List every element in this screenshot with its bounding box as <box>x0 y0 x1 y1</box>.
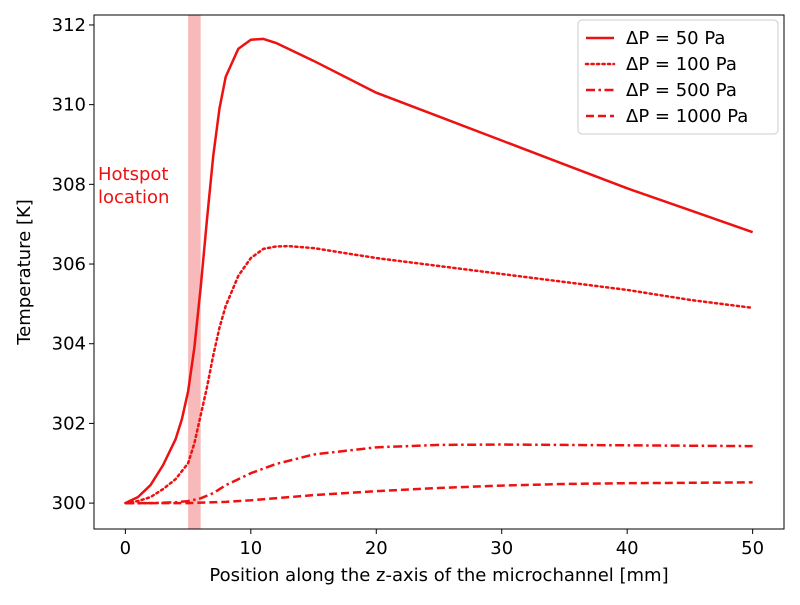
x-tick-label: 20 <box>365 538 388 559</box>
y-tick-label: 300 <box>52 493 86 514</box>
y-tick-label: 306 <box>52 254 86 275</box>
y-tick-label: 312 <box>52 15 86 36</box>
x-tick-label: 30 <box>490 538 513 559</box>
legend-label: ΔP = 50 Pa <box>626 28 725 49</box>
y-axis-label: Temperature [K] <box>14 199 35 346</box>
plot-frame <box>93 14 785 530</box>
series-line <box>125 481 753 505</box>
legend-label: ΔP = 500 Pa <box>626 80 737 101</box>
x-tick-label: 50 <box>741 538 764 559</box>
legend-label: ΔP = 100 Pa <box>626 54 737 75</box>
legend-frame <box>577 19 779 135</box>
legend: ΔP = 50 Pa ΔP = 100 Pa ΔP = 500 Pa ΔP = 100… <box>577 19 779 135</box>
hotspot-band <box>188 15 201 529</box>
x-tick-label: 40 <box>616 538 639 559</box>
legend-label: ΔP = 1000 Pa <box>626 106 748 127</box>
y-tick-label: 304 <box>52 334 86 355</box>
ticks-layer: 0 10 20 30 40 50 300 302 304 306 308 310 312 <box>52 15 764 559</box>
x-tick-label: 10 <box>239 538 262 559</box>
x-tick-label: 0 <box>120 538 131 559</box>
y-tick-label: 310 <box>52 95 86 116</box>
hotspot-annotation: Hotspot location <box>98 164 169 208</box>
series-line <box>124 37 754 505</box>
x-axis-label: Position along the z-axis of the microch… <box>209 565 668 586</box>
y-tick-label: 302 <box>52 413 86 434</box>
series-line <box>125 443 753 505</box>
hotspot-band-layer <box>188 15 201 529</box>
series-line <box>124 244 754 505</box>
series-layer <box>124 37 754 505</box>
y-tick-label: 308 <box>52 174 86 195</box>
